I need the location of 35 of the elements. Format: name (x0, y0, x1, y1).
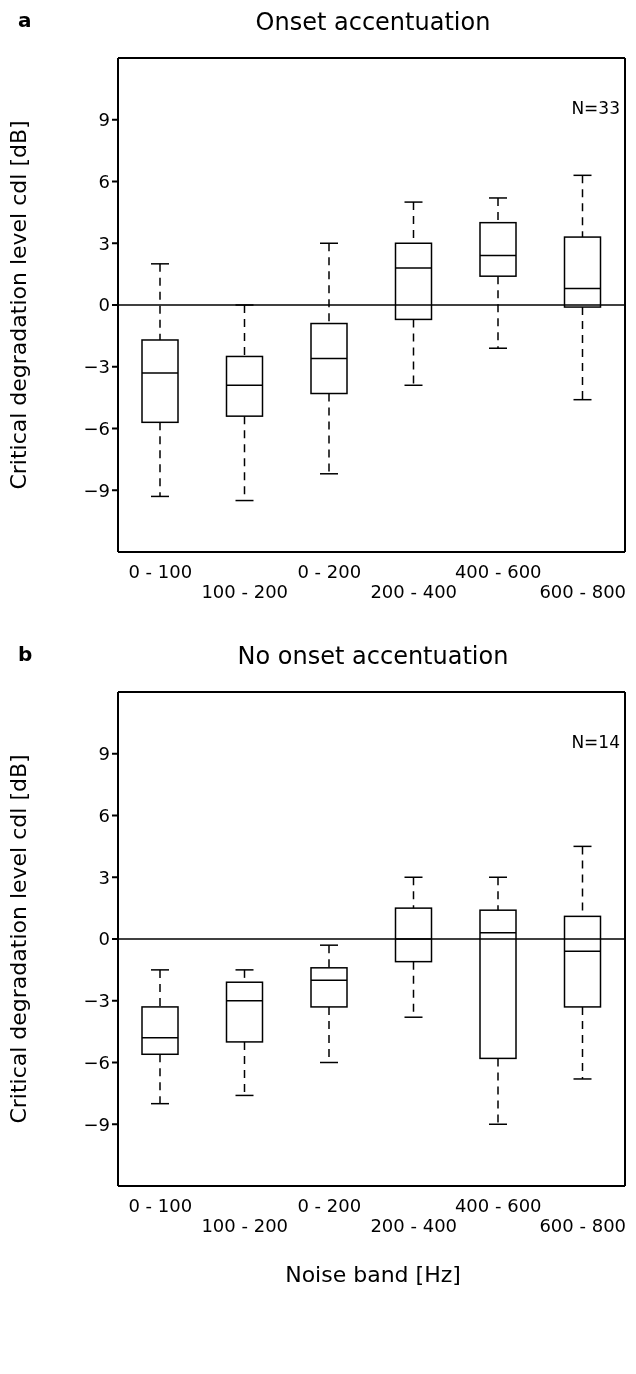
y-tick-label: −6 (83, 1051, 110, 1073)
y-tick-label: −9 (83, 1113, 110, 1135)
chart-title: No onset accentuation (237, 642, 509, 670)
x-tick-label: 0 - 100 (128, 561, 193, 582)
x-tick-label: 0 - 100 (128, 1195, 193, 1216)
annotation: N=14 (571, 732, 620, 752)
y-tick-label: 6 (98, 170, 110, 192)
y-tick-label: −3 (83, 356, 110, 378)
x-tick-label: 200 - 400 (370, 581, 458, 602)
x-tick-label: 600 - 800 (539, 1215, 627, 1236)
y-tick-label: −3 (83, 990, 110, 1012)
x-tick-label: 600 - 800 (539, 581, 627, 602)
text: a (18, 8, 32, 32)
y-tick-label: 0 (98, 294, 110, 316)
y-axis-title: Critical degradation level cdl [dB] (5, 754, 31, 1124)
y-axis-title: Critical degradation level cdl [dB] (5, 120, 31, 490)
y-tick-label: 3 (98, 866, 110, 888)
x-tick-label: 100 - 200 (201, 1215, 289, 1236)
y-tick-label: −6 (83, 417, 110, 439)
chart-title: Onset accentuation (255, 8, 491, 36)
x-tick-label: 400 - 600 (454, 561, 542, 582)
y-tick-label: −9 (83, 479, 110, 501)
annotation: N=33 (571, 98, 620, 118)
x-axis-title: Noise band [Hz] (284, 1261, 462, 1289)
x-tick-label: 0 - 200 (297, 561, 362, 582)
x-tick-label: 0 - 200 (297, 1195, 362, 1216)
y-tick-label: 6 (98, 804, 110, 826)
x-tick-label: 400 - 600 (454, 1195, 542, 1216)
x-tick-label: 100 - 200 (201, 581, 289, 602)
y-tick-label: 9 (98, 743, 110, 765)
y-tick-label: 3 (98, 232, 110, 254)
text: b (18, 642, 33, 666)
x-tick-label: 200 - 400 (370, 1215, 458, 1236)
y-tick-label: 0 (98, 928, 110, 950)
y-tick-label: 9 (98, 109, 110, 131)
